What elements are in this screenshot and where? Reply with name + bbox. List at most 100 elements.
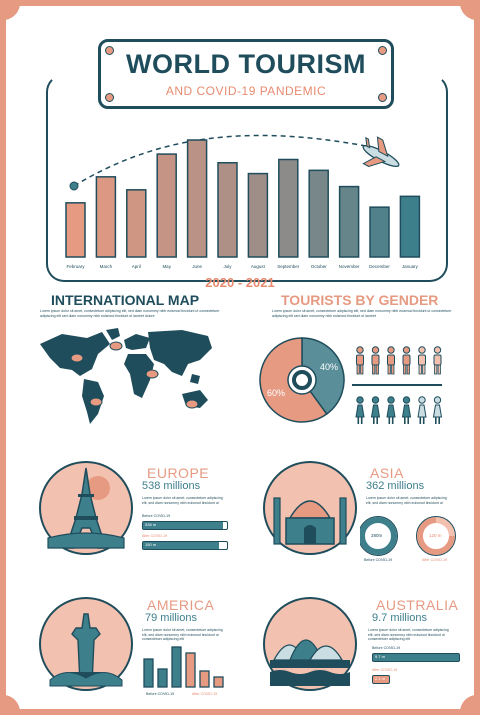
person-icon bbox=[387, 364, 391, 375]
title-rivet bbox=[105, 93, 114, 102]
airplane-icon bbox=[362, 136, 400, 168]
australia-title: AUSTRALIA bbox=[376, 597, 459, 613]
europe-description: Lorem ipsum dolor sit amet, consectetuer… bbox=[142, 496, 223, 505]
australia-illustration bbox=[263, 597, 357, 691]
europe-before-bar-fill bbox=[143, 522, 223, 529]
person-icon bbox=[418, 354, 426, 366]
europe-title: EUROPE bbox=[147, 465, 210, 481]
bar-december bbox=[369, 206, 390, 258]
person-icon bbox=[437, 364, 441, 375]
person-icon bbox=[386, 404, 396, 418]
bar-july bbox=[217, 162, 238, 258]
gender-people-icons bbox=[352, 346, 443, 424]
bar-june bbox=[186, 139, 208, 258]
europe-before-label: Before COVID-19 bbox=[142, 514, 171, 518]
pie-label-60: 60% bbox=[267, 388, 286, 398]
person-icon bbox=[433, 354, 442, 366]
bar-march bbox=[95, 176, 117, 258]
person-icon bbox=[387, 354, 395, 366]
australia-after-value: 2.1 m bbox=[375, 676, 386, 681]
person-icon bbox=[370, 404, 381, 418]
x-tick-label: April bbox=[132, 264, 141, 269]
australia-description: Lorem ipsum dolor sit amet, consectetuer… bbox=[368, 628, 449, 642]
x-tick-label: June bbox=[192, 264, 202, 269]
person-icon bbox=[356, 364, 360, 375]
x-tick-label: January bbox=[402, 264, 419, 269]
x-tick-label: March bbox=[100, 264, 113, 269]
x-tick-label: September bbox=[277, 264, 300, 269]
person-icon bbox=[419, 417, 422, 424]
world-map bbox=[40, 328, 212, 424]
asia-value: 362 millions bbox=[366, 480, 425, 492]
europe-after-label: After COVID-19 bbox=[142, 534, 168, 538]
australia-after-bar: 2.1 m bbox=[372, 675, 390, 684]
person-icon bbox=[434, 364, 438, 375]
title-box: WORLD TOURISM AND COVID-19 PANDEMIC bbox=[98, 39, 394, 109]
person-icon bbox=[433, 346, 442, 354]
america-bar bbox=[199, 670, 210, 688]
person-icon bbox=[375, 364, 379, 375]
map-title: INTERNATIONAL MAP bbox=[51, 292, 200, 308]
x-tick-label: November bbox=[339, 264, 360, 269]
x-tick-label: February bbox=[66, 264, 85, 269]
x-tick-label: May bbox=[162, 264, 171, 269]
gender-description: Lorem ipsum dolor sit amet, consectetuer… bbox=[272, 309, 452, 318]
asia-before-label: Before COVID-19 bbox=[364, 558, 393, 562]
person-icon bbox=[433, 396, 442, 404]
person-icon bbox=[371, 396, 380, 404]
person-icon bbox=[357, 417, 360, 424]
europe-before-bar-track: 538 m bbox=[142, 521, 228, 530]
bar-may bbox=[156, 153, 177, 258]
gender-title: TOURISTS BY GENDER bbox=[281, 292, 439, 308]
europe-after-value: 150 m bbox=[145, 542, 157, 547]
australia-after-label: After COVID-19 bbox=[372, 668, 398, 672]
australia-before-bar: 9.7 m bbox=[372, 653, 460, 662]
person-icon bbox=[360, 364, 364, 375]
europe-after-bar-fill bbox=[143, 542, 219, 549]
america-description: Lorem ipsum dolor sit amet, consectetuer… bbox=[142, 628, 223, 642]
map-description: Lorem ipsum dolor sit amet, consectetuer… bbox=[40, 309, 220, 318]
america-bar bbox=[213, 676, 224, 688]
title-rivet bbox=[378, 93, 387, 102]
bar-april bbox=[126, 189, 147, 258]
person-icon bbox=[402, 354, 411, 366]
europe-value: 538 millions bbox=[142, 480, 201, 492]
america-bar-chart bbox=[143, 646, 224, 688]
person-icon bbox=[403, 364, 407, 375]
australia-before-value: 9.7 m bbox=[375, 654, 386, 659]
gender-pie-chart bbox=[259, 337, 345, 423]
person-icon bbox=[406, 364, 410, 375]
bar-september bbox=[278, 158, 299, 258]
asia-description: Lorem ipsum dolor sit amet, consectetuer… bbox=[366, 496, 447, 505]
x-tick-label: July bbox=[223, 264, 232, 269]
x-tick-label: August bbox=[251, 264, 266, 269]
person-icon bbox=[391, 417, 394, 424]
title-rivet bbox=[378, 46, 387, 55]
america-bar bbox=[143, 658, 154, 688]
person-icon bbox=[356, 396, 364, 404]
year-range: 2020 - 2021 bbox=[205, 275, 275, 290]
person-icon bbox=[376, 417, 378, 424]
america-bar bbox=[171, 646, 182, 688]
person-icon bbox=[387, 346, 395, 354]
flight-path bbox=[73, 134, 367, 187]
europe-before-value: 538 m bbox=[145, 522, 157, 527]
person-icon bbox=[432, 404, 443, 418]
bar-february bbox=[65, 202, 86, 258]
bar-november bbox=[338, 185, 360, 258]
pie-label-40: 40% bbox=[320, 362, 339, 372]
australia-before-label: Before COVID-19 bbox=[372, 646, 401, 650]
person-icon bbox=[360, 417, 363, 424]
bar-january bbox=[399, 195, 421, 258]
person-icon bbox=[373, 417, 375, 424]
europe-illustration bbox=[39, 461, 133, 555]
x-tick-label: October bbox=[311, 264, 328, 269]
page-title: WORLD TOURISM bbox=[126, 49, 366, 79]
america-bar bbox=[185, 652, 196, 688]
person-icon bbox=[388, 417, 391, 424]
title-rivet bbox=[105, 46, 114, 55]
person-icon bbox=[371, 354, 380, 366]
person-icon bbox=[402, 346, 411, 354]
person-icon bbox=[387, 396, 395, 404]
